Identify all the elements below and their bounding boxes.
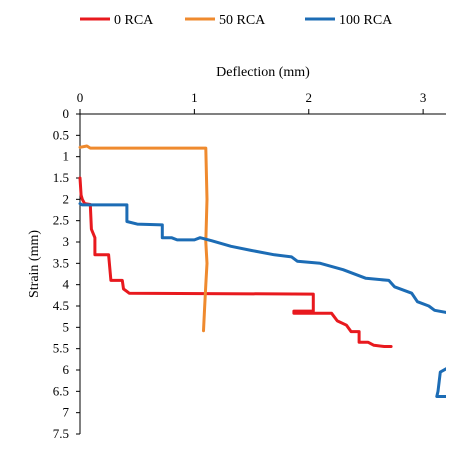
y-tick-label: 6 — [63, 362, 70, 377]
x-tick-label: 0 — [77, 90, 84, 105]
series-line-50-rca — [78, 144, 209, 333]
y-tick-label: 7.5 — [53, 426, 69, 441]
legend: 0 RCA 50 RCA 100 RCA — [80, 13, 393, 28]
y-tick-label: 2.5 — [53, 213, 69, 228]
x-axis-title: Deflection (mm) — [216, 65, 310, 80]
y-tick-label: 3 — [63, 234, 70, 249]
legend-label-100-rca: 100 RCA — [339, 13, 393, 28]
x-tick-label: 1 — [191, 90, 198, 105]
legend-label-0-rca: 0 RCA — [114, 13, 154, 28]
y-tick-label: 2 — [63, 191, 70, 206]
y-tick-label: 4.5 — [53, 298, 69, 313]
axes: 0 1 2 3 0 0.5 1 1.5 2 2.5 3 3.5 4 4.5 5 5.5 6 6.5 7 7.5 Defl… — [27, 65, 446, 441]
legend-label-50-rca: 50 RCA — [219, 13, 266, 28]
series-line-0-rca — [78, 176, 393, 348]
y-tick-label: 1.5 — [53, 170, 69, 185]
y-tick-label: 0.5 — [53, 127, 69, 142]
y-axis-title: Strain (mm) — [27, 230, 42, 298]
y-tick-label: 1 — [63, 149, 70, 164]
series-line-100-rca — [78, 202, 446, 398]
y-tick-label: 6.5 — [53, 383, 69, 398]
y-tick-label: 5.5 — [53, 341, 69, 356]
y-tick-label: 4 — [63, 277, 70, 292]
x-tick-label: 3 — [420, 90, 427, 105]
y-tick-label: 0 — [63, 106, 70, 121]
y-tick-label: 3.5 — [53, 255, 69, 270]
y-tick-label: 7 — [63, 405, 70, 420]
x-tick-label: 2 — [306, 90, 313, 105]
series-lines — [78, 144, 446, 398]
y-tick-label: 5 — [63, 319, 70, 334]
